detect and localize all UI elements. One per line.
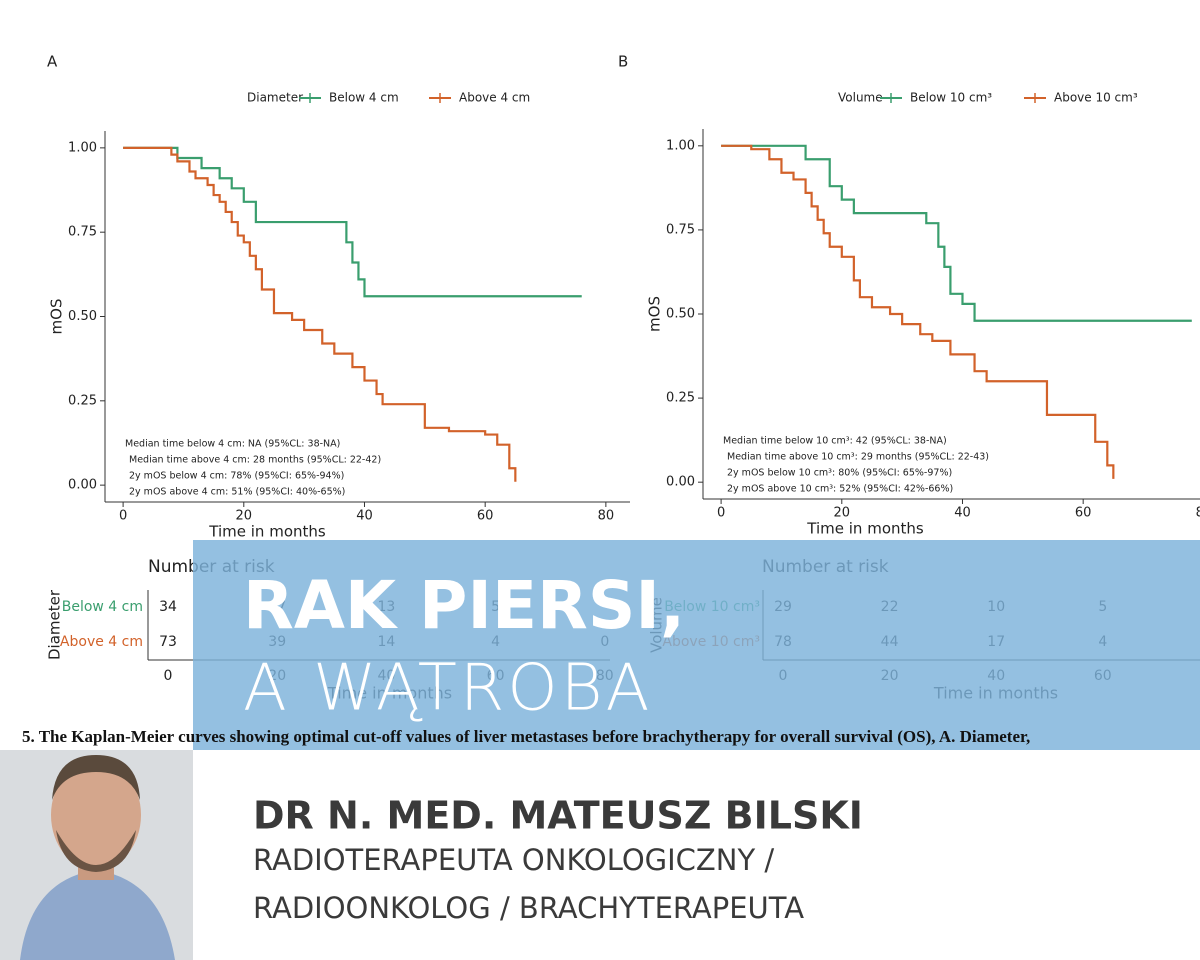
doctor-name: DR N. MED. MATEUSZ BILSKI	[253, 794, 863, 838]
y-tick-label: 0.75	[666, 222, 695, 237]
x-tick-label: 20	[236, 509, 253, 524]
x-tick-label: 0	[717, 506, 725, 521]
annotation: 2y mOS above 4 cm: 51% (95%CI: 40%-65%)	[129, 487, 345, 498]
y-tick-label: 0.50	[68, 309, 97, 324]
photo-shirt	[20, 870, 175, 960]
x-tick-label: 80	[1196, 506, 1200, 521]
x-tick-label: 20	[834, 506, 851, 521]
legend-label: Above 10 cm³	[1054, 91, 1138, 105]
photo-face	[51, 760, 141, 870]
legend-label: Below 4 cm	[329, 91, 399, 105]
y-tick-label: 0.00	[666, 475, 695, 490]
y-axis-label: mOS	[48, 299, 66, 335]
x-tick-label: 80	[598, 509, 615, 524]
annotation: Median time below 4 cm: NA (95%CL: 38-NA…	[125, 439, 340, 450]
survival-curve	[123, 146, 582, 298]
survival-curve	[123, 146, 517, 482]
doctor-role: RADIOONKOLOG / BRACHYTERAPEUTA	[253, 891, 804, 925]
panel-label: B	[618, 53, 628, 71]
y-tick-label: 1.00	[68, 140, 97, 155]
legend-title: Diameter	[247, 91, 303, 105]
photo-hair	[52, 755, 140, 800]
annotation: 2y mOS below 10 cm³: 80% (95%CI: 65%-97%…	[727, 468, 952, 479]
x-tick-label: 60	[1075, 506, 1092, 521]
risk-row-name: Above 4 cm	[60, 634, 143, 650]
y-tick-label: 0.25	[68, 393, 97, 408]
y-tick-label: 0.00	[68, 478, 97, 493]
x-tick-label: 40	[954, 506, 971, 521]
survival-curve	[721, 144, 1115, 479]
legend-label: Below 10 cm³	[910, 91, 992, 105]
photo-beard	[56, 830, 136, 872]
x-axis-label: Time in months	[208, 523, 326, 541]
title-line2: A WĄTROBA	[243, 652, 652, 726]
risk-time: 0	[164, 668, 173, 684]
annotation: 2y mOS above 10 cm³: 52% (95%CI: 42%-66%…	[727, 484, 953, 495]
survival-curve	[721, 144, 1192, 322]
x-axis-label: Time in months	[806, 520, 924, 538]
x-tick-label: 60	[477, 509, 494, 524]
risk-ylabel: Diameter	[46, 589, 64, 660]
x-tick-label: 40	[356, 509, 373, 524]
annotation: Median time above 10 cm³: 29 months (95%…	[727, 452, 989, 463]
y-tick-label: 0.50	[666, 307, 695, 322]
x-tick-label: 0	[119, 509, 127, 524]
caption: 5. The Kaplan-Meier curves showing optim…	[22, 727, 1030, 746]
y-tick-label: 0.75	[68, 225, 97, 240]
title-overlay	[193, 540, 1200, 750]
y-axis-label: mOS	[646, 296, 664, 332]
annotation: Median time below 10 cm³: 42 (95%CL: 38-…	[723, 436, 947, 447]
risk-count: 73	[159, 634, 177, 650]
y-tick-label: 1.00	[666, 138, 695, 153]
legend-title: Volume	[838, 91, 883, 105]
doctor-role: RADIOTERAPEUTA ONKOLOGICZNY /	[253, 843, 774, 877]
title-line1: RAK PIERSI,	[243, 567, 685, 644]
annotation: 2y mOS below 4 cm: 78% (95%CI: 65%-94%)	[129, 471, 344, 482]
annotation: Median time above 4 cm: 28 months (95%CL…	[129, 455, 381, 466]
risk-count: 34	[159, 599, 177, 615]
y-tick-label: 0.25	[666, 391, 695, 406]
legend-label: Above 4 cm	[459, 91, 530, 105]
risk-row-name: Below 4 cm	[62, 599, 143, 615]
panel-label: A	[47, 53, 58, 71]
